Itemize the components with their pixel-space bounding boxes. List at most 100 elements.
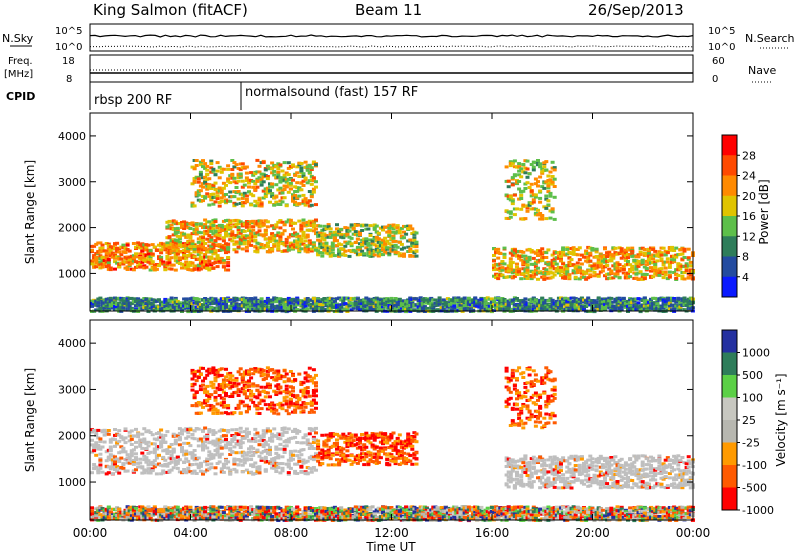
echo-cell: [232, 306, 237, 310]
echo-cell: [646, 308, 651, 312]
echo-cell: [226, 242, 231, 246]
echo-cell: [180, 221, 184, 224]
echo-cell: [131, 259, 136, 263]
echo-cell: [387, 232, 392, 236]
echo-cell: [680, 271, 685, 274]
echo-cell: [209, 306, 214, 310]
echo-cell: [255, 305, 260, 309]
echo-cell: [519, 207, 524, 211]
echo-cell: [626, 253, 630, 256]
echo-cell: [628, 270, 633, 274]
echo-cell: [607, 302, 612, 306]
echo-cell: [567, 256, 572, 260]
echo-cell: [203, 300, 208, 304]
echo-cell: [559, 304, 563, 308]
echo-cell: [364, 240, 369, 244]
echo-cell: [523, 269, 528, 273]
echo-cell: [196, 177, 201, 181]
colorbar-segment: [722, 195, 737, 217]
echo-cell: [203, 263, 208, 267]
echo-cell: [475, 301, 480, 305]
echo-cell: [502, 304, 507, 308]
echo-cell: [649, 269, 653, 273]
echo-cell: [251, 185, 256, 189]
echo-cell: [293, 190, 298, 193]
echo-cell: [201, 159, 205, 163]
echo-cell: [678, 303, 683, 307]
echo-cell: [657, 273, 662, 277]
echo-cell: [96, 241, 101, 245]
echo-cell: [605, 251, 610, 255]
echo-cell: [242, 236, 247, 240]
echo-cell: [253, 232, 258, 236]
echo-cell: [598, 261, 603, 265]
echo-cell: [142, 264, 147, 268]
echo-cell: [542, 277, 547, 281]
echo-cell: [638, 277, 643, 281]
echo-cell: [217, 204, 222, 208]
echo-cell: [173, 256, 178, 260]
echo-cell: [393, 297, 398, 300]
echo-cell: [234, 240, 239, 244]
echo-cell: [634, 259, 639, 263]
echo-cell: [355, 304, 360, 307]
echo-cell: [138, 256, 143, 259]
echo-cell: [389, 230, 394, 234]
echo-cell: [688, 270, 693, 274]
echo-cell: [651, 257, 656, 261]
echo-cell: [663, 253, 668, 257]
echo-cell: [98, 440, 103, 444]
echo-cell: [588, 246, 593, 250]
echo-cell: [466, 298, 471, 302]
echo-cell: [236, 172, 241, 176]
echo-cell: [299, 247, 304, 251]
echo-cell: [364, 246, 369, 250]
echo-cell: [630, 299, 635, 303]
echo-cell: [320, 242, 325, 246]
echo-cell: [399, 306, 404, 309]
echo-cell: [190, 223, 195, 227]
echo-cell: [159, 307, 164, 311]
echo-cell: [161, 303, 166, 306]
echo-cell: [186, 235, 191, 239]
echo-cell: [324, 308, 329, 312]
echo-cell: [420, 302, 425, 306]
echo-cell: [538, 165, 543, 169]
echo-cell: [525, 181, 530, 185]
echo-cell: [123, 302, 128, 306]
echo-cell: [265, 305, 270, 309]
echo-cell: [600, 299, 605, 303]
echo-cell: [582, 270, 586, 274]
echo-cell: [169, 296, 174, 300]
echo-cell: [232, 190, 237, 194]
echo-cell: [144, 301, 149, 305]
echo-cell: [328, 296, 333, 300]
echo-cell: [221, 303, 226, 307]
echo-cell: [286, 218, 291, 222]
echo-cell: [249, 299, 254, 303]
echo-cell: [173, 241, 178, 245]
echo-cell: [184, 266, 189, 270]
echo-cell: [205, 187, 210, 191]
echo-cell: [387, 304, 392, 307]
echo-cell: [117, 256, 122, 260]
echo-cell: [242, 238, 247, 242]
echo-cell: [188, 241, 193, 245]
echo-cell: [90, 438, 94, 442]
echo-cell: [270, 232, 275, 236]
echo-cell: [217, 237, 222, 241]
echo-cell: [579, 307, 584, 310]
echo-cell: [517, 267, 522, 271]
echo-cell: [435, 300, 440, 304]
echo-cell: [684, 266, 689, 270]
echo-cell: [626, 256, 630, 260]
echo-cell: [110, 255, 115, 259]
echo-cell: [506, 306, 511, 310]
echo-cell: [577, 300, 582, 304]
echo-cell: [318, 224, 323, 228]
echo-cell: [311, 305, 316, 309]
echo-cell: [646, 252, 651, 256]
echo-cell: [138, 265, 143, 269]
echo-cell: [529, 182, 534, 186]
echo-cell: [282, 175, 287, 179]
